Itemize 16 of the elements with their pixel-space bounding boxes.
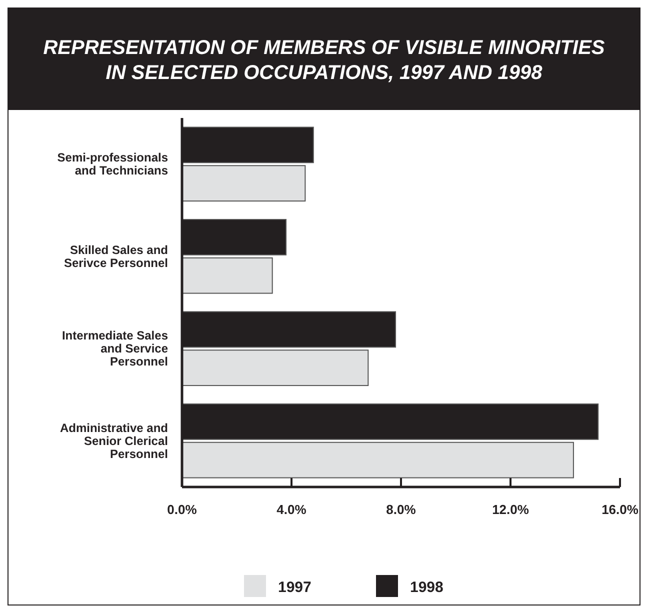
legend-label: 1997 [278,579,312,596]
bar [182,442,574,478]
chart-title: REPRESENTATION OF MEMBERS OF VISIBLE MINORITIES IN SELECTED OCCUPATIONS, 1997 AND 1998 [43,37,606,84]
y-tick-label: Intermediate Sales and Service Personnel [62,328,168,369]
x-tick-label: 8.0% [386,502,416,517]
y-tick-label: Semi-professionals and Technicians [57,150,168,178]
y-tick-label: Administrative and Senior Clerical Personnel [60,420,168,461]
y-tick-label: Skilled Sales and Serivce Personnel [64,242,168,270]
x-tick-label: 0.0% [167,502,198,517]
legend-label: 1998 [410,579,444,596]
bar [182,350,369,386]
x-tick-label: 12.0% [492,502,530,517]
x-tick-label: 4.0% [276,502,307,517]
bar [182,257,273,294]
bar [182,165,306,202]
x-tick-label: 16.0% [602,502,639,517]
